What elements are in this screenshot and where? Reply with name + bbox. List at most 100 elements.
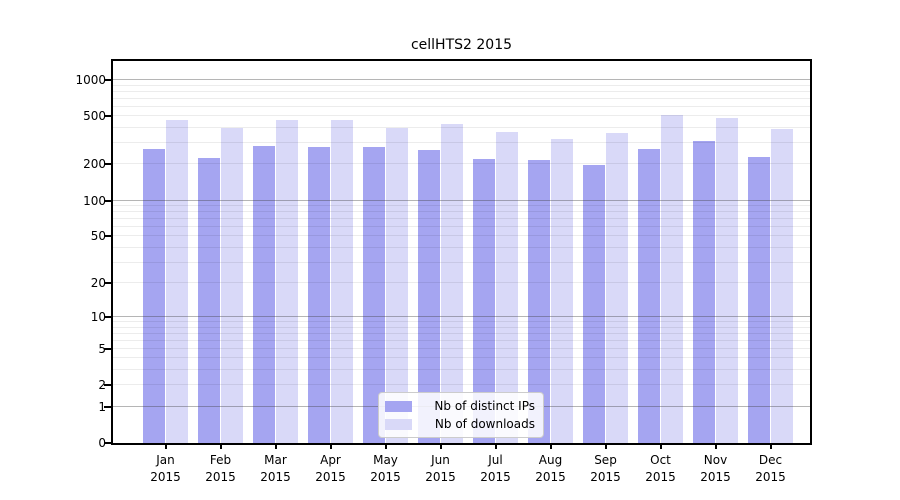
gridline-minor [113,97,810,99]
bar-nov-distinct-ips [693,140,716,443]
x-axis-label-month: Jul [488,453,503,467]
bar-oct-distinct-ips [638,148,661,443]
bar-aug-distinct-ips [528,159,551,443]
x-axis-label-jan: Jan 2015 [136,452,196,486]
x-axis-tick [769,443,772,449]
y-axis-label-1000: 1000 [75,73,106,87]
x-axis-label-year: 2015 [700,470,731,484]
x-axis-label-oct: Oct 2015 [631,452,691,486]
bar-sep-distinct-ips [583,165,606,443]
y-axis-tick [104,199,111,202]
gridline-major [113,79,810,80]
bar-feb-distinct-ips [198,157,221,443]
x-axis-label-year: 2015 [535,470,566,484]
x-axis-label-month: Jun [431,453,450,467]
x-axis-label-month: Aug [538,453,563,467]
y-axis-label-200: 200 [83,157,106,172]
x-axis-label-year: 2015 [260,470,291,484]
bar-jan-distinct-ips [143,149,166,443]
bar-apr-downloads [330,120,353,443]
legend-swatch-downloads [385,418,412,430]
y-axis-label-1: 1 [98,399,106,414]
y-axis-tick [104,347,111,350]
x-axis-label-month: Apr [320,453,341,467]
bar-jun-downloads [440,123,463,443]
x-axis-tick [549,443,552,449]
y-axis-tick [104,405,111,408]
y-axis-tick [104,115,111,118]
gridline-minor [113,115,810,117]
x-axis-label-jul: Jul 2015 [466,452,526,486]
legend-swatch-distinct-ips [385,400,412,412]
y-axis-tick [104,384,111,387]
gridline-minor [113,90,810,92]
legend-label-distinct-ips: Nb of distinct IPs [434,399,535,413]
plot-area: Nb of distinct IPs Nb of downloads Jan 20… [75,59,812,484]
x-axis-tick [714,443,717,449]
bar-jan-downloads [165,120,188,443]
x-axis-label-may: May 2015 [356,452,416,486]
x-axis-label-year: 2015 [480,470,511,484]
x-axis-label-month: Feb [209,453,232,467]
x-axis-label-apr: Apr 2015 [301,452,361,486]
x-axis-label-month: Sep [594,453,617,467]
x-axis-tick [659,443,662,449]
x-axis-label-dec: Dec 2015 [741,452,801,486]
x-axis-label-year: 2015 [150,470,181,484]
y-axis-tick [104,235,111,238]
bar-mar-downloads [275,120,298,443]
x-axis-label-aug: Aug 2015 [521,452,581,486]
x-axis-label-feb: Feb 2015 [191,452,251,486]
x-axis-label-month: Nov [703,453,728,467]
x-axis-label-mar: Mar 2015 [246,452,306,486]
gridline-minor [113,84,810,86]
y-axis-label-2: 2 [98,378,106,393]
x-axis-tick [329,443,332,449]
x-axis-label-year: 2015 [645,470,676,484]
y-axis-tick [104,79,111,81]
bar-mar-distinct-ips [253,145,276,443]
legend-row-distinct-ips: Nb of distinct IPs [385,399,535,413]
x-axis-label-year: 2015 [205,470,236,484]
y-axis-label-20: 20 [90,276,106,291]
y-axis-tick [104,282,111,285]
x-axis-tick [439,443,442,449]
x-axis-label-month: Dec [758,453,783,467]
bar-dec-downloads [770,129,793,443]
y-axis-tick [104,442,111,444]
bar-dec-distinct-ips [748,156,771,443]
x-axis-label-month: Jan [156,453,175,467]
bar-jul-downloads [495,132,518,443]
x-axis-label-year: 2015 [315,470,346,484]
x-axis-label-year: 2015 [425,470,456,484]
x-axis-tick [219,443,222,449]
x-axis-tick [274,443,277,449]
bar-oct-downloads [660,114,683,443]
x-axis-tick [384,443,387,449]
x-axis-label-month: Oct [650,453,671,467]
x-axis-tick [494,443,497,449]
bar-may-distinct-ips [363,147,386,443]
x-axis-label-nov: Nov 2015 [686,452,746,486]
bar-aug-downloads [550,139,573,443]
x-axis-label-month: Mar [264,453,287,467]
y-axis-label-10: 10 [90,310,106,325]
x-axis-label-year: 2015 [755,470,786,484]
x-axis-label-jun: Jun 2015 [411,452,471,486]
bar-sep-downloads [605,133,628,443]
y-axis-label-100: 100 [83,193,106,208]
x-axis-tick [604,443,607,449]
y-axis-tick [104,163,111,166]
y-axis-label-50: 50 [90,229,106,244]
y-axis-label-500: 500 [83,109,106,124]
bar-feb-downloads [220,128,243,443]
bar-jun-distinct-ips [418,149,441,443]
x-axis-label-sep: Sep 2015 [576,452,636,486]
bar-apr-distinct-ips [308,146,331,443]
legend-row-downloads: Nb of downloads [385,417,535,431]
legend-label-downloads: Nb of downloads [434,417,535,431]
y-axis-label-0: 0 [98,436,106,450]
chart-title: cellHTS2 2015 [410,37,513,53]
x-axis-tick [164,443,167,449]
